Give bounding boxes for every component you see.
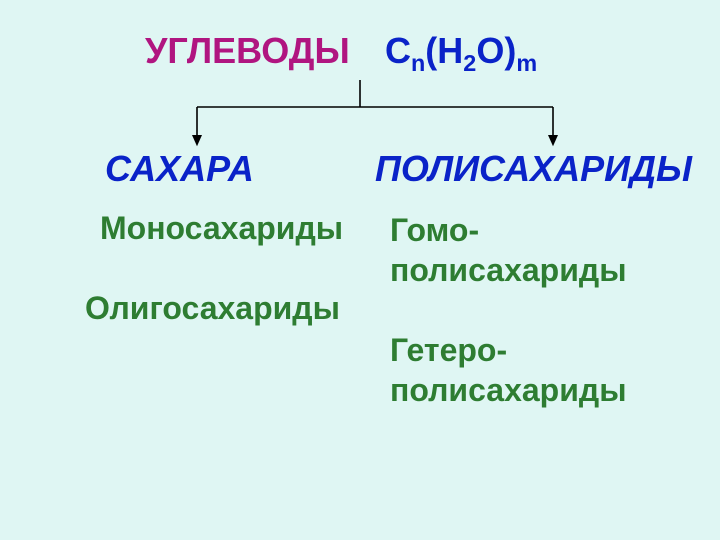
right-item: Гомо-полисахариды [390,210,627,290]
right-item: Гетеро-полисахариды [390,330,627,410]
left-item: Олигосахариды [85,290,340,327]
head-left: САХАРА [105,148,254,190]
right-item-line1: Гетеро- [390,330,627,370]
head-right: ПОЛИСАХАРИДЫ [375,148,692,190]
right-item-line2: полисахариды [390,250,627,290]
left-item: Моносахариды [100,210,343,247]
slide-canvas: УГЛЕВОДЫCn(H2O)mСАХАРАПОЛИСАХАРИДЫМоноса… [0,0,720,540]
right-item-line1: Гомо- [390,210,627,250]
right-item-line2: полисахариды [390,370,627,410]
